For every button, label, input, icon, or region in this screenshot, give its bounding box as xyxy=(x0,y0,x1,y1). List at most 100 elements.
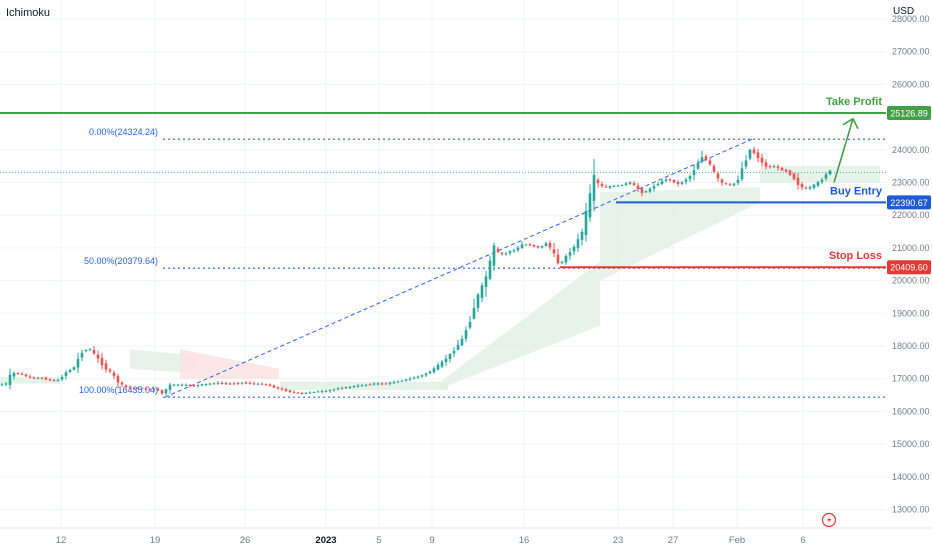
candle-body xyxy=(408,378,412,380)
candle-body xyxy=(532,245,536,247)
candle-body xyxy=(64,372,68,377)
candle-body xyxy=(640,188,644,194)
candle-body xyxy=(588,193,592,218)
projection-arrow-head[interactable] xyxy=(842,117,859,130)
time-axis[interactable]: 12 19 26 2023 5 9 16 23 27 Feb 6 xyxy=(0,527,932,546)
buy-entry-label: Buy Entry xyxy=(830,185,883,197)
candle-body xyxy=(464,330,468,339)
price-tick-label: 28000.00 xyxy=(892,14,930,24)
time-tick-label: 6 xyxy=(800,535,805,546)
candle-body xyxy=(444,358,448,363)
candle-body xyxy=(660,181,664,184)
candle-body xyxy=(428,371,432,374)
candle-body xyxy=(648,188,652,192)
candle-body xyxy=(764,162,768,167)
projection-arrow[interactable] xyxy=(833,117,859,183)
candle-body xyxy=(460,338,464,346)
candle-body xyxy=(404,379,408,381)
tradingview-logo-icon[interactable] xyxy=(821,512,837,528)
candle-body xyxy=(540,246,544,248)
candle-body xyxy=(28,376,32,378)
candle-body xyxy=(124,385,128,388)
candle-body xyxy=(364,384,368,386)
time-tick-label: 5 xyxy=(376,535,381,546)
candle-body xyxy=(524,244,528,246)
candlestick-series xyxy=(0,147,832,396)
candle-body xyxy=(612,186,616,188)
candle-body xyxy=(36,377,40,379)
candle-body xyxy=(436,364,440,370)
candle-body xyxy=(584,210,588,235)
candle-body xyxy=(520,244,524,248)
price-axis-bg xyxy=(886,0,932,550)
candle-body xyxy=(416,376,420,378)
candle-body xyxy=(496,248,500,252)
candle-body xyxy=(140,388,144,390)
candle-body xyxy=(136,388,140,390)
candle-body xyxy=(712,166,716,172)
candle-body xyxy=(568,252,572,256)
price-tick-label: 21000.00 xyxy=(892,243,930,253)
candle-body xyxy=(804,187,808,189)
candle-body xyxy=(96,354,100,359)
candle-body xyxy=(664,179,668,182)
candle-body xyxy=(40,377,44,379)
fib-trend-line[interactable] xyxy=(164,138,753,398)
candle-body xyxy=(820,179,824,182)
candle-body xyxy=(628,182,632,184)
candle-body xyxy=(544,243,548,246)
take-profit-label: Take Profit xyxy=(826,96,882,108)
candle-body xyxy=(484,276,488,287)
projection-arrow-shaft[interactable] xyxy=(833,118,854,183)
candle-body xyxy=(380,383,384,385)
candle-body xyxy=(16,372,20,374)
candle-body xyxy=(304,392,308,394)
candle-body xyxy=(68,369,72,372)
candle-body xyxy=(52,380,56,382)
candle-body xyxy=(200,384,204,386)
candle-body xyxy=(348,387,352,389)
fibonacci-retracement[interactable]: 0.00%(24324.24) 50.00%(20379.64) 100.00%(1… xyxy=(0,127,886,398)
candle-body xyxy=(472,307,476,319)
candle-body xyxy=(188,385,192,387)
candle-body xyxy=(748,149,752,159)
candle-body xyxy=(340,388,344,390)
candle-body xyxy=(672,179,676,183)
candle-body xyxy=(232,383,236,385)
candle-body xyxy=(388,382,392,384)
candle-body xyxy=(596,179,600,184)
candle-body xyxy=(600,183,604,186)
candle-body xyxy=(676,182,680,184)
candle-body xyxy=(420,375,424,377)
candle-body xyxy=(768,166,772,168)
candle-body xyxy=(652,186,656,189)
indicator-label: Ichimoku xyxy=(6,7,50,19)
candle-body xyxy=(24,374,28,377)
candle-body xyxy=(400,380,404,382)
candle-body xyxy=(12,372,16,377)
candle-body xyxy=(4,383,8,385)
candle-body xyxy=(448,353,452,360)
candle-body xyxy=(604,186,608,188)
price-axis[interactable]: 28000.0027000.0026000.0025000.0024000.00… xyxy=(886,0,932,550)
candle-body xyxy=(576,239,580,248)
candle-body xyxy=(796,177,800,186)
candle-body xyxy=(252,383,256,385)
candle-body xyxy=(268,384,272,386)
candle-body xyxy=(824,174,828,179)
candle-body xyxy=(792,173,796,180)
candle-body xyxy=(456,344,460,350)
candle-body xyxy=(760,157,764,163)
time-tick-label: Feb xyxy=(729,535,745,546)
candle-body xyxy=(500,252,504,254)
candle-body xyxy=(56,380,60,382)
price-tick-label: 15000.00 xyxy=(892,439,930,449)
candle-body xyxy=(392,382,396,384)
candle-body xyxy=(440,361,444,367)
candle-body xyxy=(72,367,76,370)
candle-body xyxy=(208,383,212,385)
time-tick-label: 9 xyxy=(429,535,434,546)
candle-body xyxy=(272,385,276,388)
candle-body xyxy=(432,368,436,373)
